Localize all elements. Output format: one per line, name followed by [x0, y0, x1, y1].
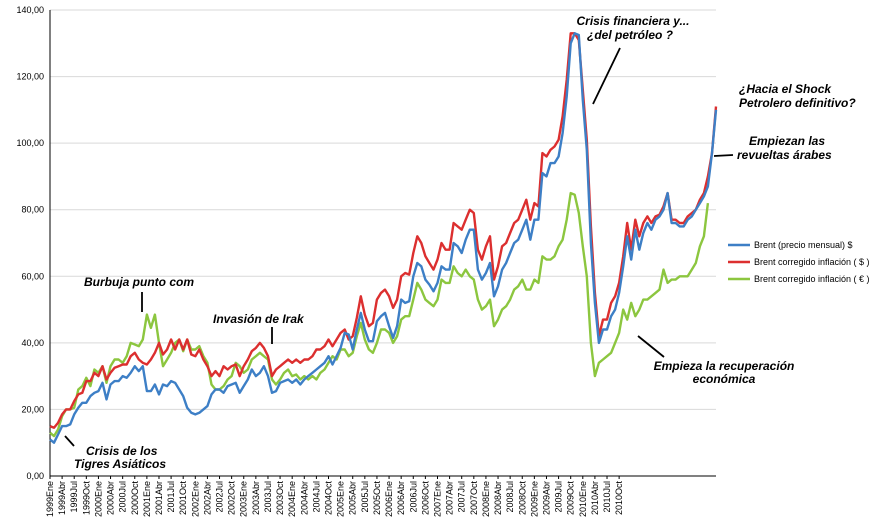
x-tick-label: 2007Oct — [469, 481, 479, 516]
x-tick-label: 2009Oct — [566, 481, 576, 516]
annotation-burbuja: Burbuja punto com — [84, 275, 194, 289]
x-tick-label: 2005Jul — [360, 481, 370, 513]
annotation-revueltas-line1: Empiezan las — [749, 134, 825, 148]
y-tick-label: 100,00 — [16, 138, 44, 148]
series-line-0 — [49, 32, 718, 444]
x-tick-label: 2010Abr — [590, 481, 600, 515]
annotation-crisis-line2: ¿del petróleo ? — [587, 28, 674, 42]
x-tick-label: 2008Abr — [493, 481, 503, 515]
x-tick-label: 2006Abr — [396, 481, 406, 515]
x-tick-label: 2001Oct — [178, 481, 188, 516]
x-tick-label: 2000Jul — [118, 481, 128, 513]
x-tick-label: 2010Ene — [578, 481, 588, 517]
x-tick-label: 2002Jul — [215, 481, 225, 513]
x-tick-label: 2004Jul — [311, 481, 321, 513]
annotation-arrow-tigres — [64, 435, 75, 447]
x-tick-label: 2004Abr — [299, 481, 309, 515]
legend-label: Brent corregido inflación ( € ) — [754, 274, 870, 284]
x-tick-label: 2001Abr — [154, 481, 164, 515]
x-tick-label: 2002Oct — [227, 481, 237, 516]
y-tick-label: 0,00 — [26, 471, 44, 481]
legend-label: Brent corregido inflación ( $ ) — [754, 257, 870, 267]
x-tick-label: 2009Ene — [529, 481, 539, 517]
annotation-arrow-revueltas — [713, 154, 734, 157]
annotation-crisis-line1: Crisis financiera y... — [577, 14, 690, 28]
grid-lines — [50, 9, 716, 410]
annotation-recuperacion-line2: económica — [693, 372, 756, 386]
x-tick-label: 1999Abr — [57, 481, 67, 515]
x-tick-label: 2005Abr — [348, 481, 358, 515]
x-tick-label: 2006Oct — [420, 481, 430, 516]
y-tick-label: 40,00 — [21, 338, 44, 348]
x-tick-label: 2008Oct — [517, 481, 527, 516]
y-tick-label: 60,00 — [21, 271, 44, 281]
x-tick-label: 2008Jul — [505, 481, 515, 513]
x-tick-label: 1999Oct — [81, 481, 91, 516]
x-axis-tick-labels: 1999Ene 1999Abr 1999Jul 1999Oct 2000Ene 2000A… — [45, 476, 624, 517]
x-tick-label: 2000Abr — [106, 481, 116, 515]
y-tick-label: 120,00 — [16, 72, 44, 82]
annotation-recuperacion-line1: Empieza la recuperación — [654, 359, 795, 373]
axes — [49, 10, 716, 477]
x-tick-label: 2006Jul — [408, 481, 418, 513]
x-tick-label: 2009Jul — [554, 481, 564, 513]
annotations: Crisis financiera y... ¿del petróleo ? ¿… — [64, 14, 856, 471]
x-tick-label: 2006Ene — [384, 481, 394, 517]
series-line-1 — [49, 32, 718, 429]
x-tick-label: 2005Oct — [372, 481, 382, 516]
x-tick-label: 2007Abr — [445, 481, 455, 515]
x-tick-label: 2009Abr — [541, 481, 551, 515]
x-tick-label: 2010Oct — [614, 481, 624, 516]
x-tick-label: 2005Ene — [336, 481, 346, 517]
x-tick-label: 2003Abr — [251, 481, 261, 515]
x-tick-label: 2002Ene — [190, 481, 200, 517]
x-tick-label: 2000Oct — [130, 481, 140, 516]
legend-label: Brent (precio mensual) $ — [754, 240, 853, 250]
x-tick-label: 2004Oct — [324, 481, 334, 516]
annotation-irak: Invasión de Irak — [213, 312, 305, 326]
x-tick-label: 2004Ene — [287, 481, 297, 517]
x-tick-label: 2003Jul — [263, 481, 273, 513]
x-tick-label: 2003Oct — [275, 481, 285, 516]
x-tick-label: 1999Ene — [45, 481, 55, 517]
x-tick-label: 2007Jul — [457, 481, 467, 513]
x-tick-label: 2007Ene — [432, 481, 442, 517]
y-axis-tick-labels: 0,00 20,00 40,00 60,00 80,00 100,00 120,00 140,… — [16, 5, 44, 481]
x-tick-label: 2002Abr — [202, 481, 212, 515]
y-tick-label: 20,00 — [21, 404, 44, 414]
x-tick-label: 2001Ene — [142, 481, 152, 517]
annotation-revueltas-line2: revueltas árabes — [737, 148, 832, 162]
x-tick-label: 2003Ene — [239, 481, 249, 517]
legend: Brent (precio mensual) $ Brent corregido … — [728, 240, 870, 284]
x-tick-label: 1999Jul — [69, 481, 79, 513]
x-tick-label: 2001Jul — [166, 481, 176, 513]
annotation-shock-line2: Petrolero definitivo? — [739, 96, 856, 110]
annotation-shock-line1: ¿Hacia el Shock — [739, 82, 832, 96]
x-tick-label: 2000Ene — [93, 481, 103, 517]
annotation-arrow-recuperacion — [637, 335, 665, 358]
annotation-tigres-line2: Tigres Asiáticos — [74, 457, 166, 471]
x-tick-label: 2008Ene — [481, 481, 491, 517]
annotation-arrow-crisis — [592, 47, 621, 105]
series-lines — [49, 32, 718, 444]
y-tick-label: 140,00 — [16, 5, 44, 15]
x-tick-label: 2010Jul — [602, 481, 612, 513]
annotation-tigres-line1: Crisis de los — [86, 444, 158, 458]
y-tick-label: 80,00 — [21, 205, 44, 215]
